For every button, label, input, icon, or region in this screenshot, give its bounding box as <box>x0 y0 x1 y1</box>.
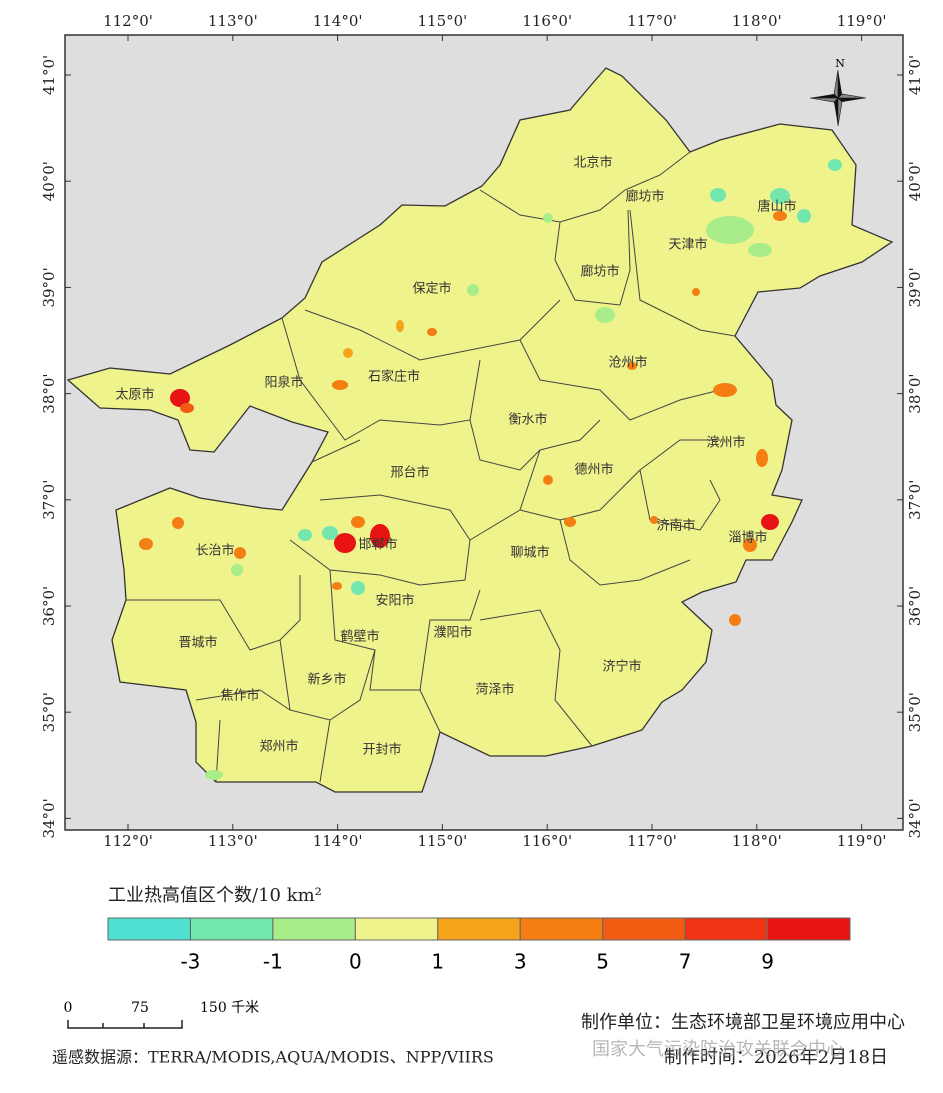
watermark: 国家大气污染防治攻关联合中心 <box>592 1039 844 1060</box>
legend-label: 3 <box>514 950 527 974</box>
scale-label: 150 千米 <box>200 1000 259 1016</box>
legend-label: -1 <box>263 950 283 974</box>
city-label: 济宁市 <box>602 659 641 675</box>
city-label: 聊城市 <box>510 545 549 561</box>
legend-swatch <box>107 917 191 941</box>
lon-label: 114°0' <box>313 12 363 30</box>
lon-label: 118°0' <box>732 12 782 30</box>
producer: 制作单位：生态环境部卫星环境应用中心 <box>581 1012 905 1033</box>
hotspots <box>139 159 842 780</box>
legend-swatch <box>189 917 274 941</box>
city-label: 鹤壁市 <box>340 629 379 645</box>
city-label: 北京市 <box>573 155 612 171</box>
city-label: 滨州市 <box>706 435 745 451</box>
legend-label: 1 <box>431 950 444 974</box>
lat-label: 37°0' <box>906 480 924 520</box>
lat-label: 36°0' <box>40 586 58 626</box>
lon-label: 116°0' <box>522 12 572 30</box>
city-label: 安阳市 <box>375 593 414 609</box>
city-label: 焦作市 <box>220 688 259 704</box>
city-label: 濮阳市 <box>433 625 472 641</box>
lon-label: 118°0' <box>732 832 782 850</box>
city-label: 唐山市 <box>757 199 796 215</box>
lat-label: 40°0' <box>906 161 924 201</box>
city-label: 开封市 <box>362 742 401 758</box>
city-label: 太原市 <box>115 387 154 403</box>
lat-label: 39°0' <box>906 267 924 307</box>
city-label: 邯郸市 <box>358 537 397 553</box>
city-label: 廊坊市 <box>580 264 619 280</box>
lon-label: 112°0' <box>103 832 153 850</box>
lat-label: 38°0' <box>40 373 58 413</box>
lat-label: 41°0' <box>906 55 924 95</box>
lat-label: 40°0' <box>40 161 58 201</box>
legend-swatch <box>354 917 439 941</box>
lon-label: 114°0' <box>313 832 363 850</box>
city-label: 郑州市 <box>259 739 298 755</box>
scale-label: 75 <box>131 1000 149 1016</box>
data-source: 遥感数据源：TERRA/MODIS,AQUA/MODIS、NPP/VIIRS <box>52 1048 494 1067</box>
lat-label: 37°0' <box>40 480 58 520</box>
city-label: 菏泽市 <box>475 682 514 698</box>
city-label: 石家庄市 <box>368 369 420 385</box>
legend-title: 工业热高值区个数/10 km² <box>108 885 322 906</box>
scale-bar <box>67 1020 183 1029</box>
lon-label: 112°0' <box>103 12 153 30</box>
scale-label: 0 <box>64 1000 73 1016</box>
city-label: 保定市 <box>412 281 451 297</box>
city-label: 衡水市 <box>508 412 547 428</box>
city-label: 淄博市 <box>728 530 767 546</box>
lat-label: 38°0' <box>906 373 924 413</box>
legend-label: 9 <box>761 950 774 974</box>
legend-swatch <box>437 917 521 941</box>
region <box>66 67 894 793</box>
lat-label: 35°0' <box>40 692 58 732</box>
legend-swatch <box>767 917 851 941</box>
lat-label: 35°0' <box>906 692 924 732</box>
lon-label: 115°0' <box>417 12 467 30</box>
north-arrow: N <box>809 57 867 127</box>
city-label: 天津市 <box>668 237 707 253</box>
legend-label: -3 <box>180 950 200 974</box>
legend-swatch <box>519 917 604 941</box>
legend-label: 7 <box>679 950 692 974</box>
lat-label: 39°0' <box>40 267 58 307</box>
legend-swatch <box>684 917 769 941</box>
boundaries <box>126 151 736 783</box>
lon-label: 116°0' <box>522 832 572 850</box>
lon-label: 119°0' <box>837 832 887 850</box>
production-date: 制作时间：2026年2月18日 <box>664 1047 888 1068</box>
lat-label: 34°0' <box>40 798 58 838</box>
city-label: 济南市 <box>656 518 695 534</box>
city-label: 邢台市 <box>390 465 429 481</box>
city-label: 新乡市 <box>307 672 346 688</box>
north-label: N <box>835 57 845 70</box>
legend: -3 -1 0 1 3 5 7 9 <box>107 917 851 974</box>
lat-label: 34°0' <box>906 798 924 838</box>
legend-label: 0 <box>349 950 362 974</box>
city-label: 晋城市 <box>178 635 217 651</box>
legend-label: 5 <box>596 950 609 974</box>
lon-label: 119°0' <box>837 12 887 30</box>
lon-label: 117°0' <box>627 12 677 30</box>
city-label: 阳泉市 <box>264 375 303 391</box>
city-label: 沧州市 <box>608 355 647 371</box>
lat-label: 41°0' <box>40 55 58 95</box>
lon-label: 117°0' <box>627 832 677 850</box>
lon-label: 113°0' <box>208 832 258 850</box>
legend-swatch <box>602 917 686 941</box>
lat-label: 36°0' <box>906 586 924 626</box>
lon-label: 113°0' <box>208 12 258 30</box>
lon-label: 115°0' <box>417 832 467 850</box>
city-label: 长治市 <box>195 543 234 559</box>
city-label: 德州市 <box>574 462 613 478</box>
legend-swatch <box>272 917 356 941</box>
city-label: 廊坊市 <box>625 189 664 205</box>
